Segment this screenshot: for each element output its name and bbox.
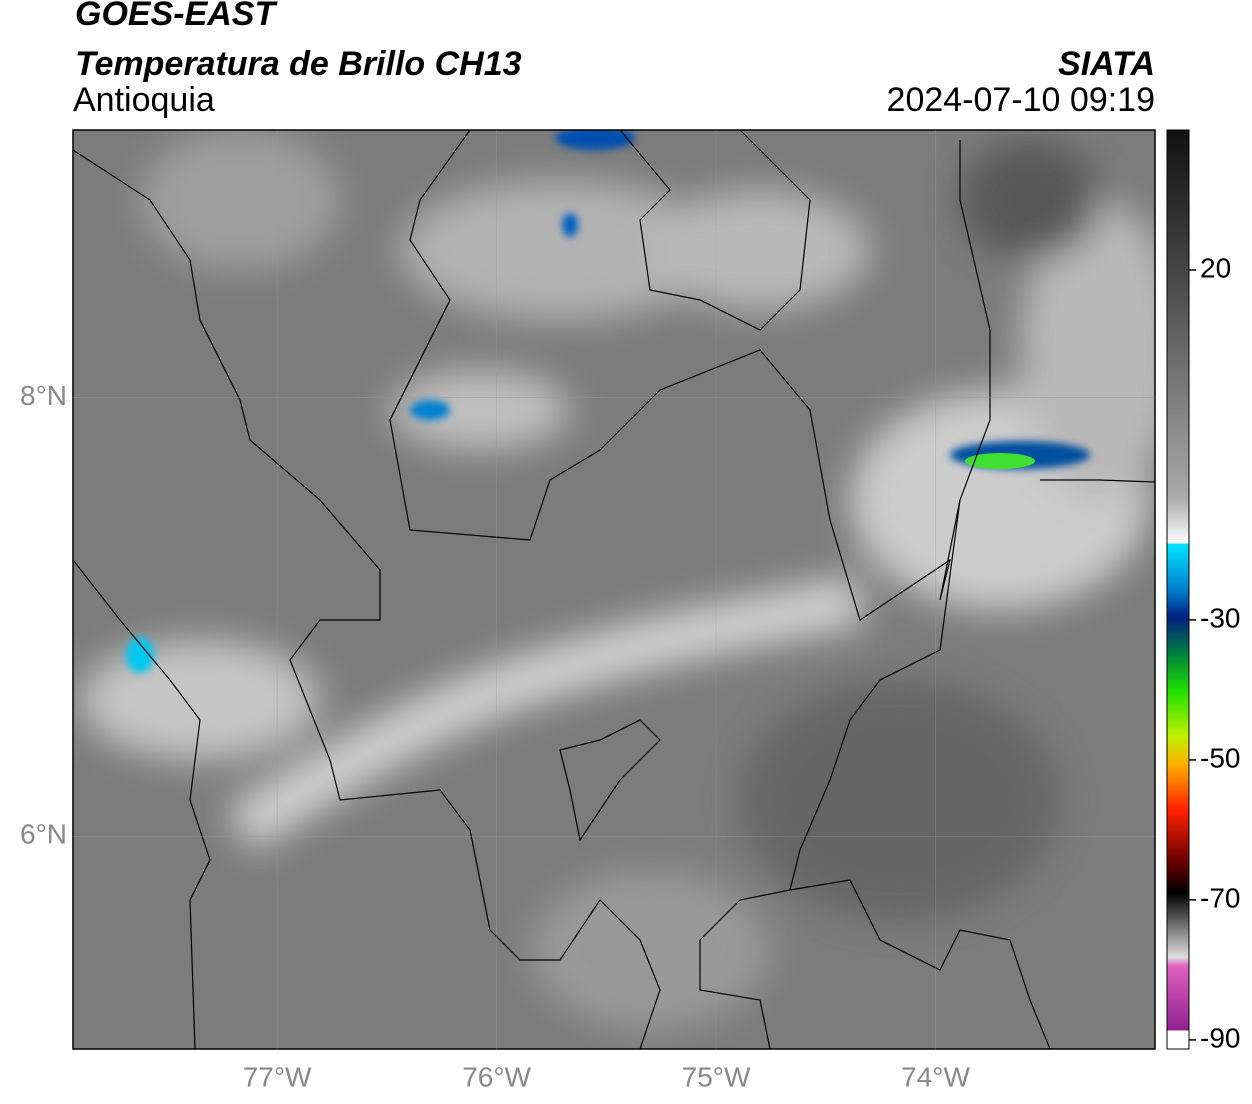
x-tick-label: 76°W <box>462 1061 531 1092</box>
x-tick-label: 74°W <box>901 1061 970 1092</box>
timestamp: 2024-07-10 09:19 <box>887 81 1155 119</box>
source: SIATA <box>1058 45 1155 83</box>
map-frame <box>72 129 1156 1050</box>
colorbar-tick-label: -90 <box>1200 1022 1240 1053</box>
colorbar-tick-label: -50 <box>1200 742 1240 773</box>
region: Antioquia <box>73 81 215 119</box>
y-tick-label: 8°N <box>20 380 67 411</box>
x-tick-label: 75°W <box>682 1061 751 1092</box>
y-tick-label: 6°N <box>20 819 67 850</box>
colorbar <box>1166 129 1190 1050</box>
colorbar-tick-label: 20 <box>1200 252 1231 283</box>
subtitle: Temperatura de Brillo CH13 <box>75 45 522 83</box>
satellite-image <box>73 130 1155 1049</box>
colorbar-tick-label: -30 <box>1200 602 1240 633</box>
x-tick-label: 77°W <box>243 1061 312 1092</box>
colorbar-tick-label: -70 <box>1200 882 1240 913</box>
title: GOES-EAST <box>75 0 278 33</box>
